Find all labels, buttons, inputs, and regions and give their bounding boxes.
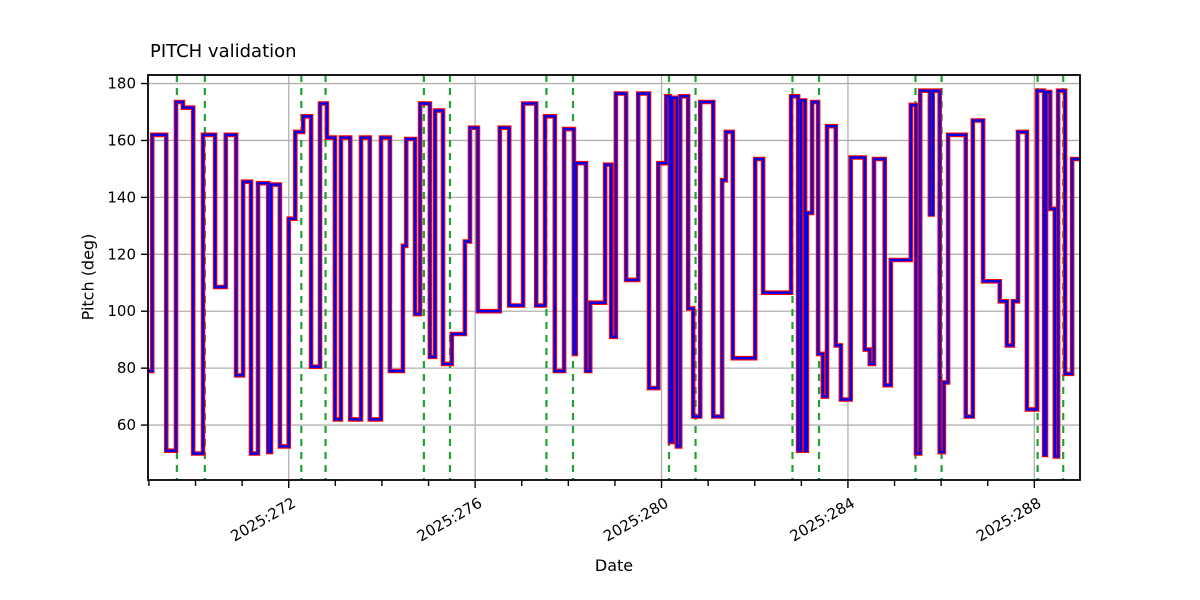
x-axis-label: Date (594, 556, 634, 575)
x-tick-label: 2025:272 (227, 494, 298, 546)
y-tick-label: 160 (107, 131, 136, 149)
pitch-series-blue-over (148, 89, 1080, 458)
y-tick-label: 80 (117, 359, 136, 377)
x-tick-label: 2025:288 (973, 494, 1044, 546)
axes-frame (147, 74, 1081, 481)
x-tick-label: 2025:280 (600, 494, 671, 546)
y-tick-label: 140 (107, 188, 136, 206)
chart-title: PITCH validation (150, 41, 297, 62)
y-tick-label: 100 (107, 302, 136, 320)
y-tick-label: 60 (117, 416, 136, 434)
x-tick-label: 2025:276 (414, 494, 485, 546)
x-tick-label: 2025:284 (787, 494, 858, 546)
y-tick-label: 180 (107, 75, 136, 93)
y-axis-label: Pitch (deg) (78, 233, 98, 321)
y-tick-label: 120 (107, 245, 136, 263)
